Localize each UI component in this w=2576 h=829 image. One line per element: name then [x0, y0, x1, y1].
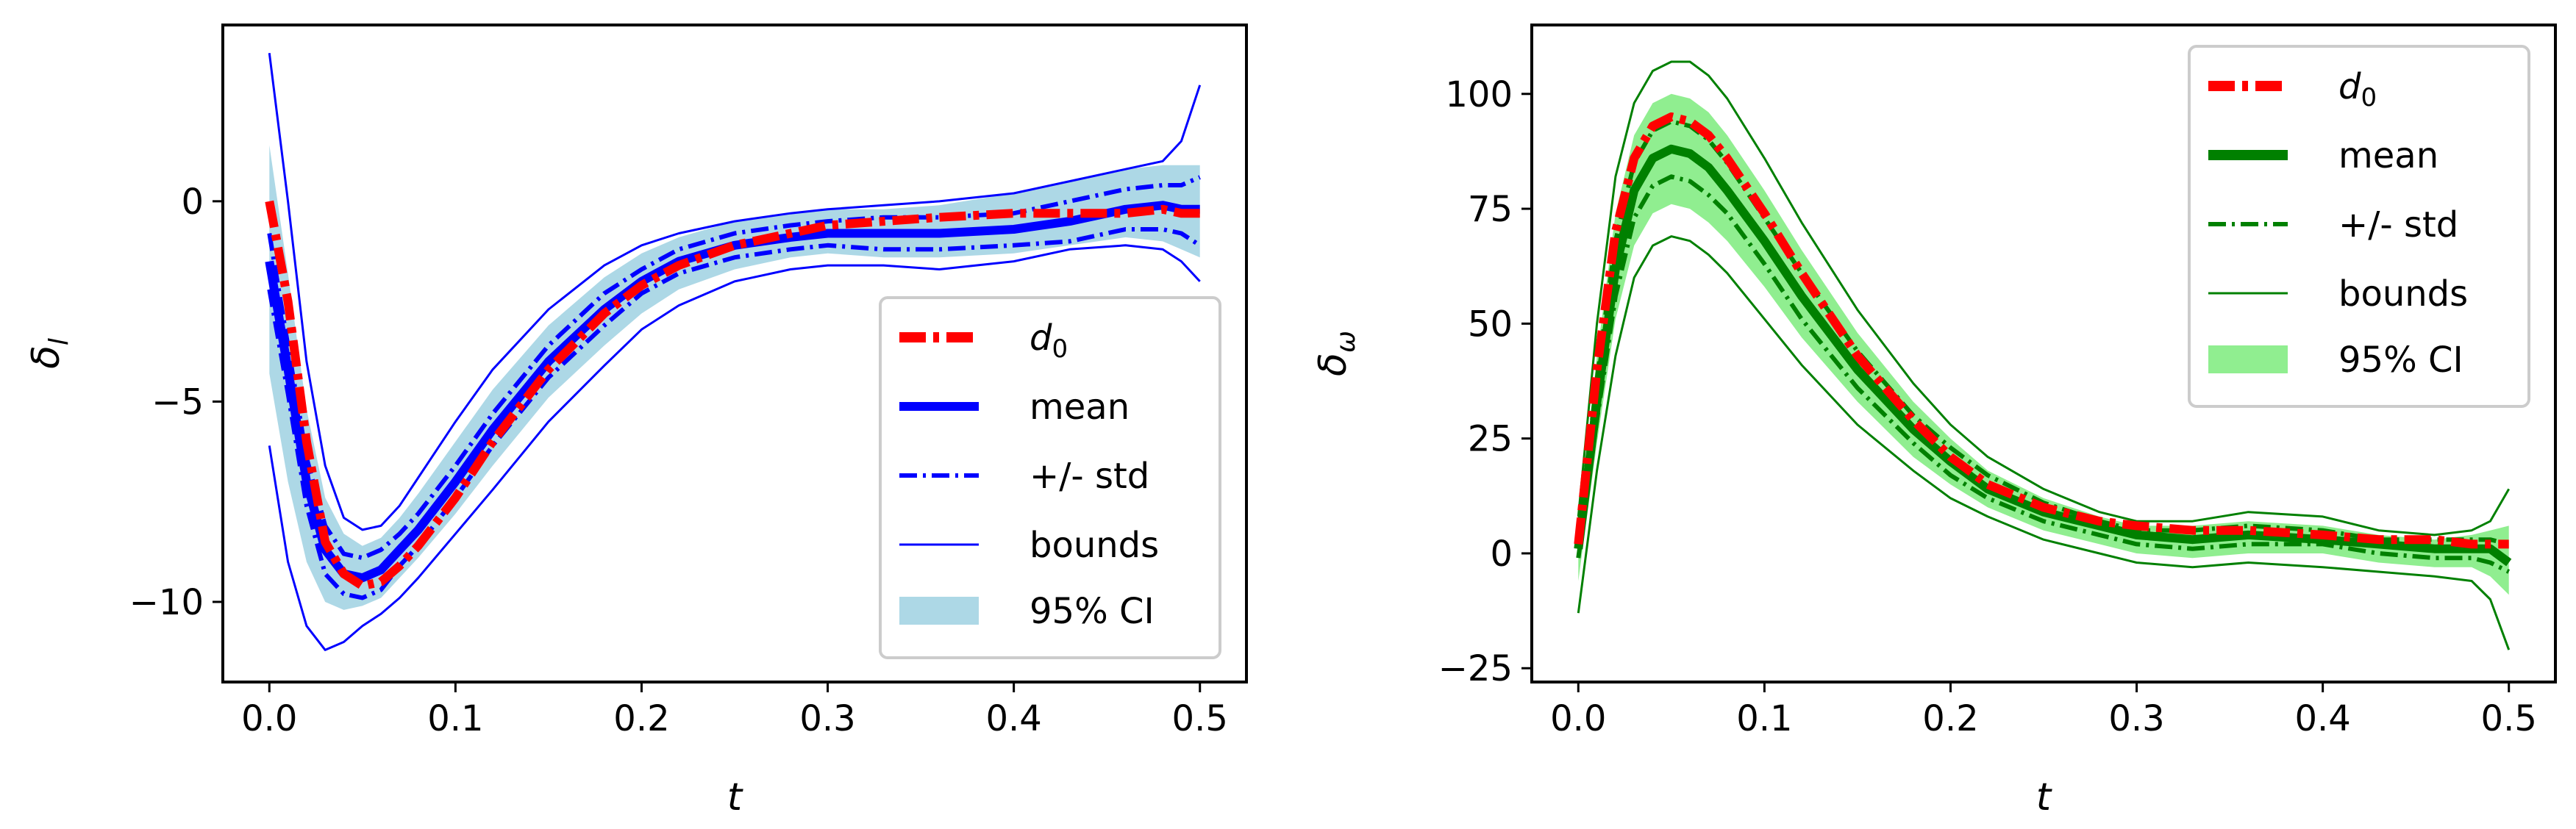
d0-line-right [1574, 112, 2509, 549]
x-tick-label-left: 0.2 [613, 698, 669, 739]
bounds-upper-line-left [268, 53, 1202, 531]
y-tick-label-left: −5 [151, 381, 204, 423]
std-lower-line-right [1576, 174, 2511, 574]
chart-panel-right: 0.0 0.1 0.2 0.3 0.4 0.5 −25 0 25 50 75 100 t δω d0 … [1311, 24, 2557, 819]
y-tick-label-left: −10 [129, 582, 204, 623]
legend-label-d0-left: d0 [1030, 317, 1068, 364]
x-tick-label-right: 0.1 [1736, 698, 1792, 739]
legend-label-ci-right: 95% CI [2338, 340, 2463, 381]
x-axis-label-left: t [727, 775, 743, 819]
y-tick-label-left: 0 [181, 182, 204, 223]
legend-label-std-left: +/- std [1030, 456, 1149, 497]
std-lower-line-left [267, 227, 1202, 600]
chart-panel-left: 0.0 0.1 0.2 0.3 0.4 0.5 −10 −5 0 t δl d0 mean +/… [24, 24, 1248, 819]
legend-label-std-right: +/- std [2338, 204, 2458, 245]
d0-line-left [265, 200, 1200, 591]
std-upper-line-left [267, 175, 1201, 560]
mean-line-right [1574, 144, 2512, 567]
y-tick-label-right: 25 [1468, 419, 1513, 460]
x-tick-label-left: 0.5 [1172, 698, 1228, 739]
legend-swatch-ci-right [2208, 345, 2288, 373]
x-tick-label-right: 0.2 [1922, 698, 1978, 739]
legend-label-bounds-right: bounds [2338, 273, 2468, 315]
y-tick-label-right: 50 [1468, 304, 1513, 345]
x-tick-label-left: 0.0 [241, 698, 297, 739]
plot-frame-left [221, 24, 1248, 683]
legend-label-ci-left: 95% CI [1030, 591, 1155, 632]
y-axis-label-right: δω [1311, 331, 1361, 376]
y-tick-label-right: 100 [1445, 74, 1513, 115]
bounds-upper-line-right [1577, 60, 2510, 536]
legend-left: d0 mean +/- std bounds 95% CI [879, 296, 1221, 659]
legend-frame-right [2188, 45, 2530, 408]
y-tick-label-right: 0 [1490, 534, 1513, 575]
x-tick-label-right: 0.5 [2481, 698, 2537, 739]
y-axis-label-left: δl [24, 338, 74, 369]
legend-label-d0-right: d0 [2338, 66, 2377, 112]
plot-frame-right [1530, 24, 2557, 683]
x-tick-label-right: 0.3 [2108, 698, 2164, 739]
y-tick-label-right: −25 [1438, 648, 1513, 689]
legend-right: d0 mean +/- std bounds 95% CI [2188, 45, 2530, 408]
bounds-lower-line-left [268, 244, 1201, 651]
legend-frame-left [879, 296, 1221, 659]
x-tick-label-right: 0.4 [2294, 698, 2350, 739]
x-tick-label-left: 0.4 [985, 698, 1041, 739]
x-tick-label-left: 0.3 [799, 698, 855, 739]
y-tick-label-right: 75 [1468, 189, 1513, 230]
legend-label-mean-right: mean [2338, 135, 2438, 176]
bounds-lower-line-right [1577, 235, 2511, 650]
legend-label-mean-left: mean [1030, 387, 1130, 428]
x-tick-label-right: 0.0 [1550, 698, 1606, 739]
legend-label-bounds-left: bounds [1030, 525, 1159, 566]
legend-swatch-ci-left [899, 597, 979, 625]
x-tick-label-left: 0.1 [427, 698, 483, 739]
x-axis-label-right: t [2036, 775, 2052, 819]
